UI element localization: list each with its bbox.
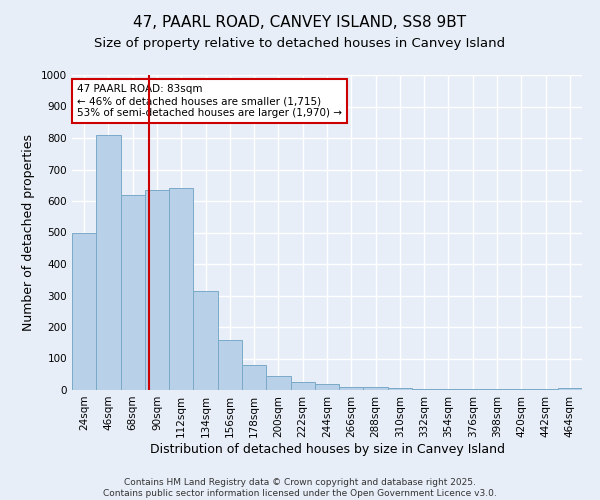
Bar [242,365,266,390]
Bar [121,194,145,390]
Y-axis label: Number of detached properties: Number of detached properties [22,134,35,331]
Bar [290,382,315,390]
Text: 47 PAARL ROAD: 83sqm
← 46% of detached houses are smaller (1,715)
53% of semi-de: 47 PAARL ROAD: 83sqm ← 46% of detached h… [77,84,342,117]
Text: 47, PAARL ROAD, CANVEY ISLAND, SS8 9BT: 47, PAARL ROAD, CANVEY ISLAND, SS8 9BT [133,15,467,30]
Bar [169,188,193,390]
Bar [315,384,339,390]
Bar [485,389,509,390]
Bar [412,388,436,390]
Bar [364,388,388,390]
Bar [461,389,485,390]
Bar [218,340,242,390]
Bar [558,388,582,390]
Bar [436,388,461,390]
Bar [266,376,290,390]
Bar [193,291,218,390]
Text: Size of property relative to detached houses in Canvey Island: Size of property relative to detached ho… [94,38,506,51]
Text: Contains HM Land Registry data © Crown copyright and database right 2025.
Contai: Contains HM Land Registry data © Crown c… [103,478,497,498]
Bar [145,190,169,390]
Bar [339,387,364,390]
Bar [72,232,96,390]
Bar [96,135,121,390]
X-axis label: Distribution of detached houses by size in Canvey Island: Distribution of detached houses by size … [149,442,505,456]
Bar [388,388,412,390]
